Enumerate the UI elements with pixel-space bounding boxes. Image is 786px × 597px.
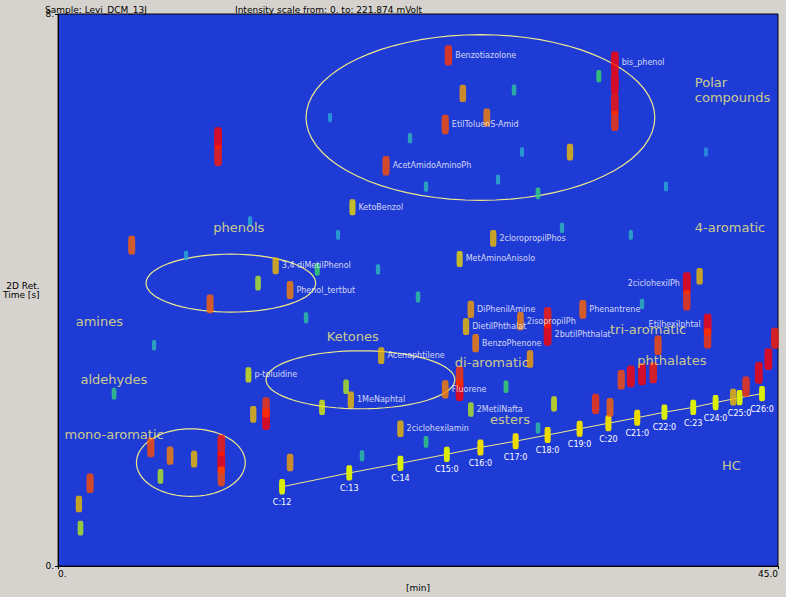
svg-text:4-aromatic: 4-aromatic <box>695 220 765 235</box>
svg-text:Sample: Levi_DCM_13J: Sample: Levi_DCM_13J <box>45 5 147 15</box>
svg-text:2ciclohexilPh: 2ciclohexilPh <box>628 279 680 288</box>
svg-text:Ketones: Ketones <box>327 329 379 344</box>
svg-text:Intensity scale from: 0. to: 2: Intensity scale from: 0. to: 221.874 mVo… <box>235 5 423 15</box>
svg-text:Phenantrene: Phenantrene <box>589 305 640 314</box>
svg-text:1MeNaphtal: 1MeNaphtal <box>357 395 405 404</box>
svg-text:EtilToluenS-Amid: EtilToluenS-Amid <box>452 120 519 129</box>
svg-text:[min]: [min] <box>406 583 430 593</box>
svg-text:C24:0: C24:0 <box>704 414 728 423</box>
svg-text:p-toluidine: p-toluidine <box>254 370 297 379</box>
svg-text:C:20: C:20 <box>599 435 617 444</box>
svg-text:C16:0: C16:0 <box>469 459 493 468</box>
svg-text:KetoBenzol: KetoBenzol <box>359 203 404 212</box>
svg-text:C:13: C:13 <box>340 484 358 493</box>
svg-text:C25:0: C25:0 <box>728 409 752 418</box>
svg-text:Time [s]: Time [s] <box>2 290 40 300</box>
svg-text:bis_phenol: bis_phenol <box>622 58 665 67</box>
svg-text:Polar: Polar <box>695 75 728 90</box>
svg-text:tri-aromatic: tri-aromatic <box>610 322 686 337</box>
svg-text:amines: amines <box>76 314 123 329</box>
svg-text:45.0: 45.0 <box>758 569 778 579</box>
svg-text:Phenol_tertbut: Phenol_tertbut <box>296 286 355 295</box>
svg-text:2MetilNafta: 2MetilNafta <box>476 404 523 414</box>
svg-text:0.: 0. <box>58 569 67 579</box>
svg-text:MetAminoAnisolo: MetAminoAnisolo <box>466 254 535 263</box>
svg-text:DietilPhthalat: DietilPhthalat <box>472 322 526 331</box>
svg-text:compounds: compounds <box>695 90 771 105</box>
svg-text:C19:0: C19:0 <box>568 440 592 449</box>
svg-text:C26:0: C26:0 <box>750 405 774 414</box>
svg-text:2butilPhthalat: 2butilPhthalat <box>555 330 611 339</box>
svg-text:C17:0: C17:0 <box>504 453 528 462</box>
svg-text:C15:0: C15:0 <box>435 465 459 474</box>
svg-text:C18:0: C18:0 <box>536 446 560 455</box>
svg-text:0.: 0. <box>45 561 54 571</box>
svg-text:BenzoPhenone: BenzoPhenone <box>482 339 541 348</box>
svg-text:C21:0: C21:0 <box>625 429 649 438</box>
svg-text:Fluorene: Fluorene <box>452 385 487 394</box>
svg-text:2isopropilPh: 2isopropilPh <box>527 317 576 326</box>
svg-text:Acenaphtilene: Acenaphtilene <box>387 351 444 360</box>
svg-text:mono-aromatic: mono-aromatic <box>64 427 163 442</box>
svg-text:Benzotiazolone: Benzotiazolone <box>455 51 516 60</box>
svg-text:2ciclohexilamin: 2ciclohexilamin <box>407 424 469 433</box>
svg-text:esters: esters <box>490 412 530 427</box>
svg-text:phenols: phenols <box>213 220 264 235</box>
svg-text:3,4 diMetilPhenol: 3,4 diMetilPhenol <box>282 261 351 270</box>
svg-text:2cloropropilPhos: 2cloropropilPhos <box>499 234 565 243</box>
svg-text:C:14: C:14 <box>391 474 409 483</box>
svg-text:C:23: C:23 <box>684 419 702 428</box>
svg-text:aldehydes: aldehydes <box>80 372 147 387</box>
svg-text:C:12: C:12 <box>273 498 291 507</box>
svg-text:AcetAmidoAminoPh: AcetAmidoAminoPh <box>393 161 472 170</box>
svg-text:phthalates: phthalates <box>637 353 706 368</box>
svg-text:C22:0: C22:0 <box>653 423 677 432</box>
svg-text:di-aromatic: di-aromatic <box>455 355 529 370</box>
svg-text:DiPhenilAmine: DiPhenilAmine <box>477 305 535 314</box>
svg-text:2D Ret.: 2D Ret. <box>6 280 40 291</box>
svg-text:HC: HC <box>722 458 741 473</box>
